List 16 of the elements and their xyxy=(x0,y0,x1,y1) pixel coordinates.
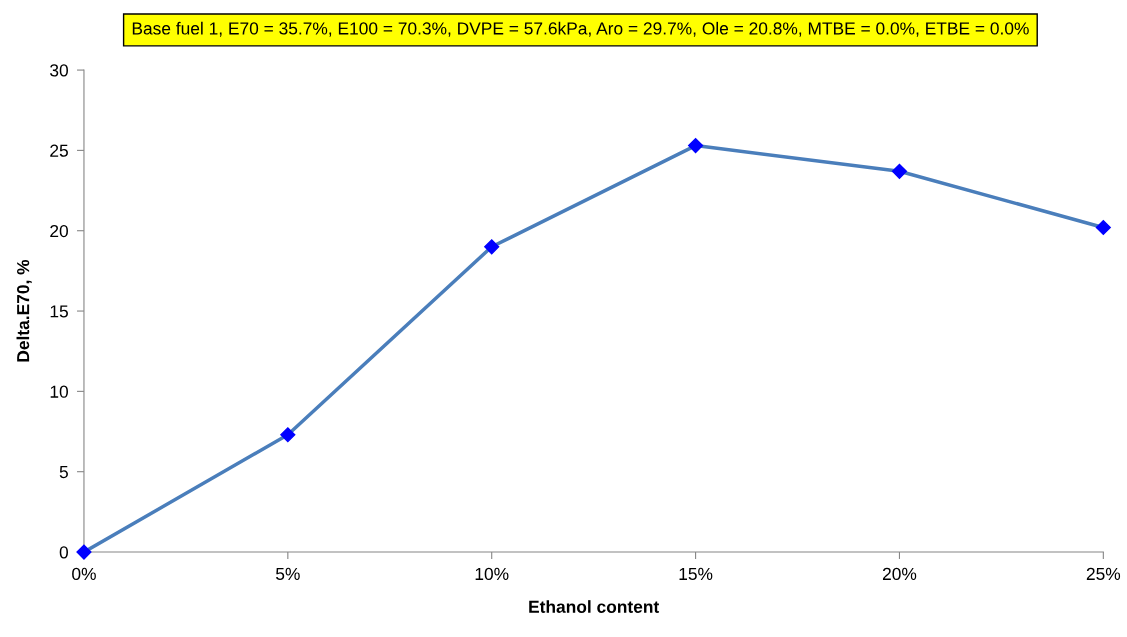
y-tick-label: 15 xyxy=(50,305,68,318)
y-tick-label: 20 xyxy=(50,224,69,238)
y-axis-title: Delta.E70, % xyxy=(16,259,32,362)
y-tick-label: 5 xyxy=(59,466,68,479)
y-tick-label: 0 xyxy=(59,546,69,559)
x-tick-label: 25% xyxy=(1086,567,1121,581)
x-tick-label: 0% xyxy=(72,567,96,581)
x-tick-label: 10% xyxy=(475,567,509,581)
x-tick-label: 5% xyxy=(275,567,300,581)
x-tick-label: 15% xyxy=(679,567,713,581)
y-tick-label: 25 xyxy=(50,144,68,157)
x-axis-title: Ethanol content xyxy=(529,600,660,613)
chart-title: Base fuel 1, E70 = 35.7%, E100 = 70.3%, DVPE = 57.6kPa, Aro = 29.7%, Ole = 20.8%, MTBE = 0.0%, ETBE = 0.0% xyxy=(132,21,1029,37)
y-tick-label: 10 xyxy=(50,385,69,398)
x-tick-label: 20% xyxy=(882,567,917,581)
y-tick-label: 30 xyxy=(50,64,69,77)
